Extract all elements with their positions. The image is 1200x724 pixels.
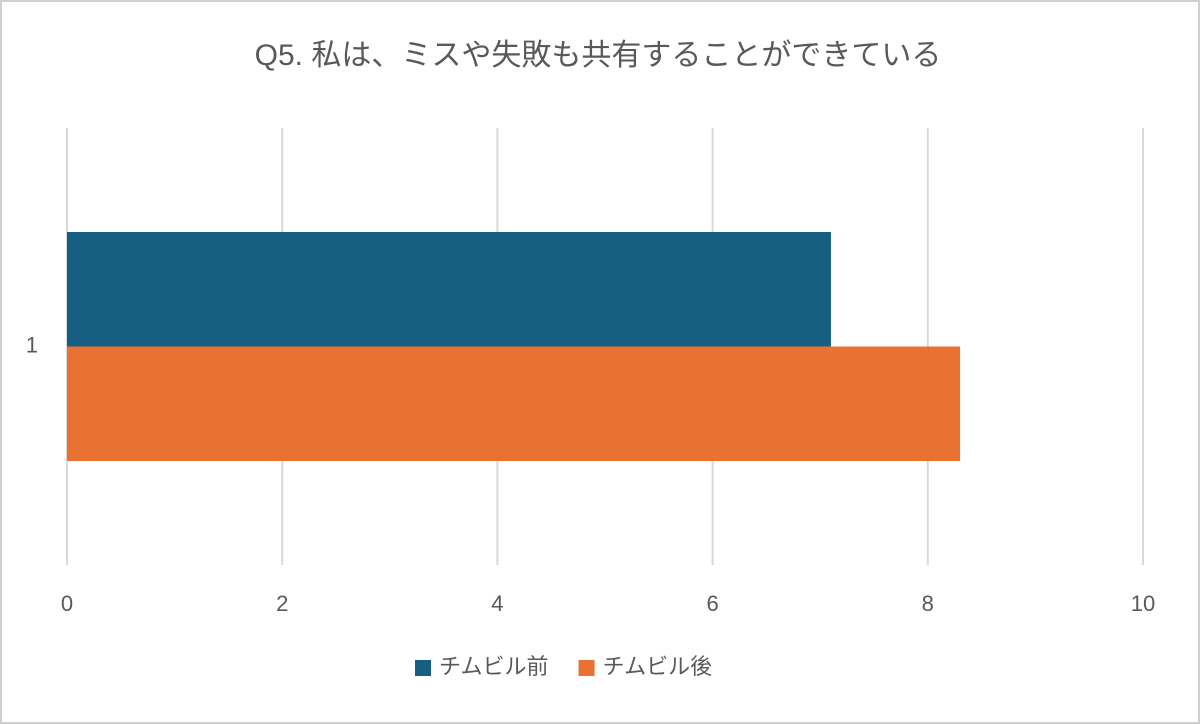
legend-swatch — [578, 660, 595, 676]
x-tick-label: 4 — [491, 591, 503, 616]
chart-title: Q5. 私は、ミスや失敗も共有することができている — [255, 39, 942, 72]
y-tick-label: 1 — [26, 332, 38, 357]
x-tick-label: 0 — [61, 591, 73, 616]
bar — [67, 346, 961, 461]
legend-label: チムビル前 — [439, 654, 549, 679]
x-tick-label: 6 — [706, 591, 718, 616]
bar — [67, 232, 831, 347]
x-tick-label: 10 — [1131, 591, 1155, 616]
legend-label: チムビル後 — [603, 654, 713, 679]
x-tick-label: 8 — [922, 591, 934, 616]
x-tick-label: 2 — [276, 591, 288, 616]
legend-swatch — [415, 660, 431, 676]
